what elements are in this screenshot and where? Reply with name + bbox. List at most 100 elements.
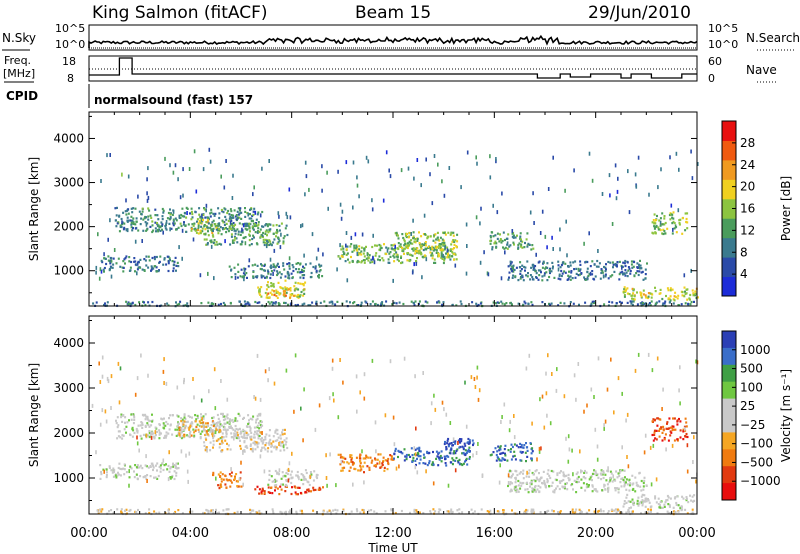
echo-cell xyxy=(168,222,171,225)
echo-cell xyxy=(414,241,417,244)
echo-cell xyxy=(359,466,362,469)
echo-cell xyxy=(685,499,688,502)
echo-cell xyxy=(495,242,498,245)
echo-cell xyxy=(159,255,162,258)
echo-cell xyxy=(279,449,282,452)
echo-cell xyxy=(200,221,203,224)
echo-cell xyxy=(545,271,548,274)
echo-cell xyxy=(162,263,165,266)
echo-cell xyxy=(391,458,394,461)
echo-cell xyxy=(517,246,520,249)
echo-cell xyxy=(634,490,637,493)
echo-region-power xyxy=(507,259,648,282)
echo-cell xyxy=(249,427,252,430)
noise-cell xyxy=(315,256,318,261)
echo-cell xyxy=(400,245,402,248)
echo-region-velocity xyxy=(489,442,534,463)
echo-cell xyxy=(331,302,334,305)
echo-cell xyxy=(215,422,218,425)
echo-cell xyxy=(459,441,462,444)
echo-cell xyxy=(215,226,218,229)
echo-cell xyxy=(136,478,139,481)
echo-cell xyxy=(534,480,537,483)
echo-cell xyxy=(182,423,185,426)
echo-cell xyxy=(134,464,137,467)
echo-cell xyxy=(371,459,374,462)
echo-cell xyxy=(378,248,381,251)
echo-cell xyxy=(262,441,265,444)
nsky-label: N.Sky xyxy=(2,31,36,45)
echo-cell xyxy=(251,227,254,230)
noise-cell xyxy=(188,451,191,456)
echo-cell xyxy=(196,416,199,419)
echo-cell xyxy=(655,438,658,441)
echo-cell xyxy=(183,428,186,431)
echo-cell xyxy=(271,492,274,495)
echo-cell xyxy=(461,463,464,467)
echo-cell xyxy=(249,448,252,451)
echo-cell xyxy=(661,506,664,509)
noise-cell xyxy=(183,380,185,385)
echo-cell xyxy=(426,301,429,304)
noise-cell xyxy=(339,358,341,362)
echo-cell xyxy=(632,501,635,504)
echo-cell xyxy=(128,260,131,263)
noise-cell xyxy=(686,443,689,448)
echo-cell xyxy=(160,221,163,224)
echo-cell xyxy=(678,304,681,307)
echo-cell xyxy=(671,288,674,291)
echo-cell xyxy=(257,227,260,230)
noise-cell xyxy=(326,483,328,488)
echo-cell xyxy=(243,267,246,270)
echo-cell xyxy=(524,269,526,272)
echo-cell xyxy=(237,213,240,216)
echo-cell xyxy=(271,303,274,306)
echo-cell xyxy=(264,263,266,266)
echo-cell xyxy=(322,486,324,489)
echo-cell xyxy=(200,413,202,416)
echo-cell xyxy=(171,433,174,436)
echo-cell xyxy=(593,472,595,476)
echo-cell xyxy=(368,466,371,469)
echo-cell xyxy=(455,246,458,249)
echo-cell xyxy=(207,216,210,219)
echo-cell xyxy=(199,432,202,435)
noise-cell xyxy=(501,191,503,196)
echo-cell xyxy=(253,207,256,210)
echo-cell xyxy=(174,464,177,468)
noise-cell xyxy=(626,412,629,417)
echo-cell xyxy=(647,296,649,300)
echo-cell xyxy=(553,491,556,494)
velocity-colorbar-segment xyxy=(722,449,736,467)
echo-cell xyxy=(259,412,262,415)
noise-cell xyxy=(303,253,305,258)
echo-cell xyxy=(526,455,529,458)
echo-cell xyxy=(284,275,287,278)
echo-cell xyxy=(103,266,106,270)
echo-cell xyxy=(673,222,676,225)
noise-cell xyxy=(660,167,662,172)
echo-cell xyxy=(206,433,209,436)
xtick-label: 04:00 xyxy=(172,526,209,541)
echo-cell xyxy=(276,290,279,293)
echo-cell xyxy=(259,420,262,423)
xtick-label: 00:00 xyxy=(678,526,715,541)
echo-cell xyxy=(232,420,235,423)
echo-cell xyxy=(452,440,455,443)
echo-cell xyxy=(135,473,138,476)
echo-cell xyxy=(351,457,353,460)
echo-cell xyxy=(258,509,261,513)
echo-cell xyxy=(290,294,293,297)
echo-cell xyxy=(181,422,184,425)
echo-cell xyxy=(309,262,312,265)
echo-cell xyxy=(221,432,224,435)
echo-cell xyxy=(557,264,560,267)
echo-cell xyxy=(256,414,259,417)
noise-cell xyxy=(483,250,485,255)
noise-cell xyxy=(487,272,490,277)
echo-cell xyxy=(126,421,129,424)
echo-cell xyxy=(143,258,146,261)
echo-cell xyxy=(315,302,317,305)
echo-cell xyxy=(166,468,169,471)
echo-cell xyxy=(607,470,610,473)
